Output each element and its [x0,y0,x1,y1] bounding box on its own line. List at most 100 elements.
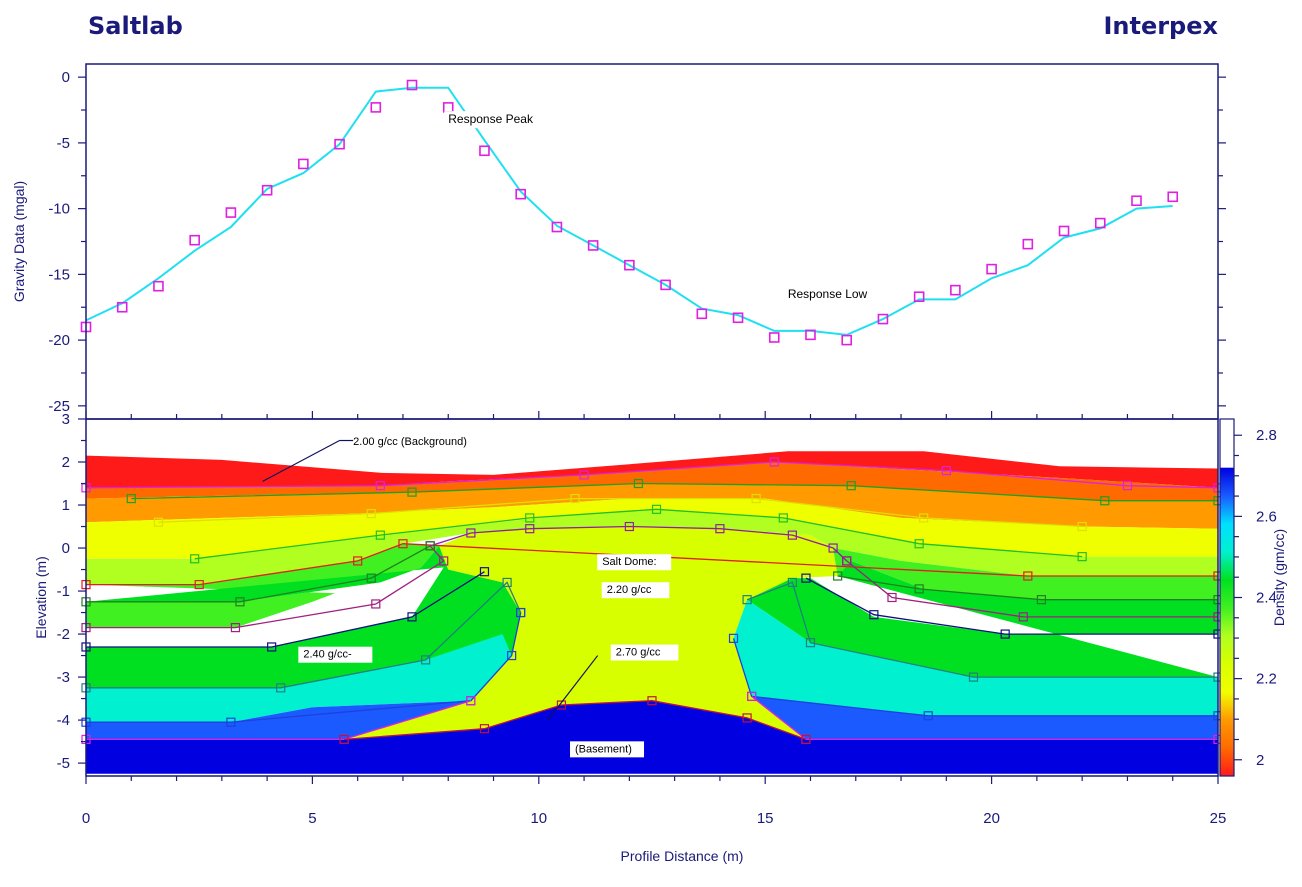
observed-point [1167,191,1179,203]
boundary-vertex [126,493,136,504]
boundary-vertex [801,573,811,583]
boundary-vertex [507,650,517,661]
model-label: 2.20 g/cc [607,584,652,596]
boundary-vertex [715,524,725,534]
label-box [601,582,670,599]
layer-boundary-6 [86,545,445,629]
observed-point [406,79,418,91]
layer-boundary-5 [429,525,848,562]
observed-point [225,207,237,218]
colorbar-tick-label: 2.6 [1256,508,1277,525]
boundary-vertex [1077,552,1087,562]
observed-point [370,102,382,113]
model-y-tick-label: -1 [57,583,70,600]
boundary-vertex [267,642,277,652]
model-y-tick-label: 1 [62,497,70,514]
boundary-vertex [778,513,788,523]
observed-point [732,312,744,324]
layer-boundary-15 [732,638,1218,717]
calculated-line [85,86,1173,336]
x-tick-label: 10 [530,810,547,827]
observed-point [696,308,708,320]
colorbar-tick-label: 2.2 [1256,671,1277,688]
model-label: 2.40 g/cc- [303,649,352,661]
layer-boundary-3 [194,508,1083,560]
observed-point [479,145,490,157]
boundary-vertex [375,481,385,491]
model-boundaries [81,457,1223,745]
observed-point [587,240,599,251]
boundary-vertex [846,481,856,491]
layer-boundary-12 [86,581,522,689]
layer-boundary-0 [85,461,1219,489]
boundary-vertex [1036,595,1047,605]
boundary-vertex [502,577,512,588]
observed-point [551,221,563,233]
model-y-tick-label: -3 [57,669,70,686]
layer-boundary-8 [86,545,431,603]
calculated-response [85,86,1173,336]
boundary-vertex [914,584,924,594]
density-colorbar: 2.8 2.6 2.4 2.2 2 Density (gm/cc) [1219,418,1287,777]
density-layer-13 [751,696,1218,740]
boundary-vertex [276,683,286,693]
density-layer-7 [86,634,512,723]
background-leader-line [262,439,340,482]
boundary-vertex [624,521,634,532]
boundary-vertex [421,655,431,665]
boundary-vertex [919,513,929,523]
model-layers [86,451,1218,774]
boundary-vertex [742,595,752,605]
boundary-vertex [1100,496,1110,506]
observed-point [624,259,635,271]
gravity-y-tick-label: -25 [48,398,70,415]
boundary-vertex [869,610,879,620]
layer-boundary-2 [158,497,1083,528]
density-layer-12 [733,599,1218,716]
observed-point [805,329,816,341]
gravity-annotations: Response Peak Response Low [444,111,879,304]
layer-boundary-18 [344,700,807,741]
observed-point [913,291,925,303]
vendor-title: Interpex [1103,12,1218,40]
model-label: Salt Dome: [602,556,656,568]
observed-point [334,138,345,150]
observed-point [1022,238,1034,250]
x-axis-label: Profile Distance (m) [621,848,744,864]
boundary-vertex [407,487,417,497]
colorbar-label: Density (gm/cc) [1271,529,1287,626]
boundary-vertex [805,638,816,648]
model-label: 2.70 g/cc [616,647,661,659]
density-layer-11 [747,560,1218,678]
gravity-y-tick-label: -10 [48,201,70,218]
annotation-box [444,111,546,129]
boundary-vertex [728,633,739,643]
boundary-vertex [647,696,657,706]
density-layer-4 [86,509,1218,585]
boundary-vertex [516,607,526,618]
boundary-vertex [1077,521,1087,532]
label-box [597,554,672,571]
annotation: Response Low [788,287,868,301]
density-layer-1 [86,462,1218,501]
boundary-vertex [579,470,589,480]
colorbar-tick-label: 2.4 [1256,590,1277,607]
boundary-vertex [968,672,979,682]
model-label: (Basement) [575,743,632,755]
boundary-vertex [466,696,476,706]
model-labels: 2.00 g/cc (Background) Salt Dome: 2.20 g/c… [262,436,679,758]
boundary-vertex [923,711,933,721]
boundary-vertex [479,724,490,734]
model-y-tick-label: 3 [62,411,70,428]
observed-point [1058,225,1070,237]
boundary-vertex [466,528,476,538]
boundary-vertex [570,493,580,504]
observed-point [189,234,200,246]
boundary-vertex [833,571,843,581]
boundary-vertex [366,509,376,519]
basement-leader-line [547,655,599,721]
layer-boundary-11 [805,577,1218,635]
model-label: 2.00 g/cc (Background) [353,436,467,448]
colorbar-tick-label: 2 [1256,752,1264,769]
